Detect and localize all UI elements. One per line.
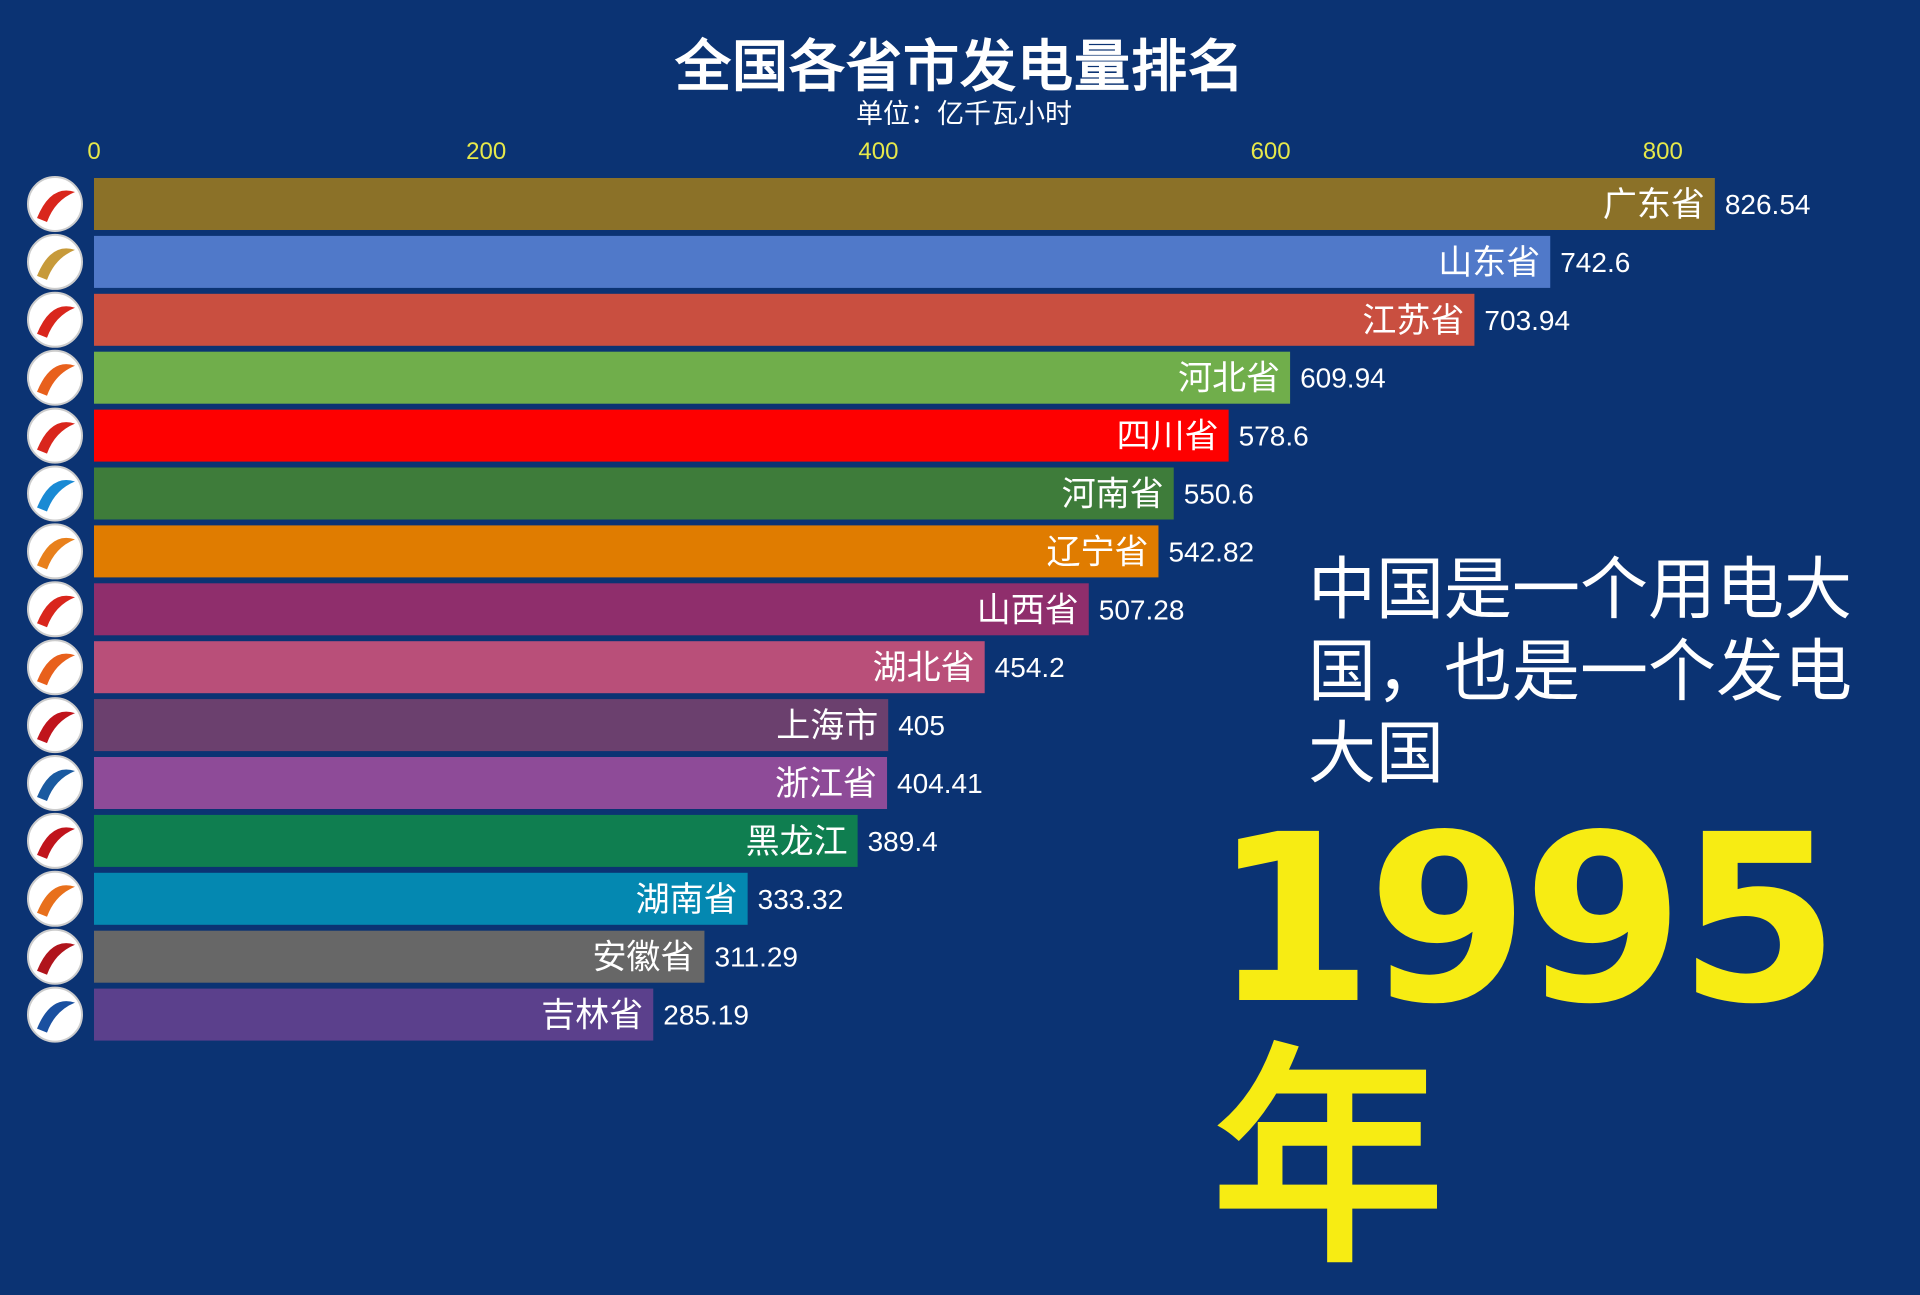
- bar-category-label: 安徽省: [592, 938, 694, 978]
- bar: [94, 641, 985, 694]
- bar-value-label: 550.6: [1184, 479, 1254, 510]
- province-logo-swoosh-icon: [37, 769, 75, 801]
- x-tick-label: 0: [87, 138, 100, 165]
- province-logo-swoosh-icon: [37, 827, 75, 859]
- year-label: 1995年: [1212, 785, 1840, 1295]
- x-tick-label: 400: [858, 138, 898, 165]
- province-logo-swoosh-icon: [37, 653, 75, 686]
- province-logo-swoosh-icon: [37, 885, 75, 917]
- bar: [94, 988, 654, 1041]
- bar-value-label: 405: [898, 710, 945, 741]
- bar: [94, 583, 1089, 636]
- bar-category-label: 广东省: [1603, 185, 1705, 225]
- bar-value-label: 454.2: [995, 652, 1065, 683]
- bar-chart: 0 200 400 600 800 广东省 826.54 山东省 742.6 江苏省 703.94 河…: [27, 138, 1811, 1043]
- province-logo-swoosh-icon: [37, 190, 75, 222]
- bar-value-label: 703.94: [1484, 305, 1570, 336]
- bar: [94, 178, 1715, 230]
- x-tick-label: 200: [466, 138, 506, 165]
- bar-category-label: 吉林省: [541, 996, 643, 1036]
- bar: [94, 814, 858, 867]
- bar: [94, 467, 1174, 520]
- annotation-text: 中国是一个用电大国，也是一个发电大国: [1308, 551, 1853, 794]
- bar-value-label: 542.82: [1168, 536, 1254, 567]
- chart-subtitle: 单位：亿千瓦小时: [856, 99, 1072, 130]
- bar: [94, 293, 1475, 346]
- bar-category-label: 江苏省: [1362, 301, 1464, 341]
- bar-value-label: 311.29: [714, 942, 798, 973]
- province-logo-swoosh-icon: [37, 943, 75, 975]
- bar-category-label: 浙江省: [775, 764, 877, 804]
- province-logo-swoosh-icon: [37, 479, 75, 512]
- province-logo-swoosh-icon: [37, 422, 75, 454]
- province-logo-swoosh-icon: [37, 1001, 75, 1033]
- bar-category-label: 上海市: [776, 706, 878, 746]
- bar-value-label: 404.41: [897, 768, 983, 799]
- bar-value-label: 826.54: [1725, 189, 1811, 220]
- bar: [94, 235, 1551, 288]
- bar: [94, 757, 888, 809]
- bar: [94, 351, 1291, 404]
- chart-title: 全国各省市发电量排名: [675, 35, 1245, 100]
- bar-value-label: 742.6: [1560, 247, 1630, 278]
- bar: [94, 699, 889, 752]
- province-logo-swoosh-icon: [37, 711, 75, 744]
- province-logo-swoosh-icon: [37, 595, 75, 628]
- bar-value-label: 507.28: [1099, 594, 1185, 625]
- bar-category-label: 山东省: [1438, 243, 1540, 283]
- bar: [94, 409, 1229, 462]
- bar: [94, 525, 1159, 578]
- bar-value-label: 333.32: [758, 884, 844, 915]
- province-logo-swoosh-icon: [37, 537, 75, 570]
- bar-category-label: 河北省: [1178, 359, 1280, 399]
- bar-value-label: 609.94: [1300, 363, 1386, 394]
- bar-category-label: 山西省: [977, 590, 1079, 630]
- province-logo-swoosh-icon: [37, 248, 75, 280]
- bar-value-label: 578.6: [1239, 421, 1309, 452]
- bar-category-label: 辽宁省: [1046, 532, 1148, 572]
- province-logo-swoosh-icon: [37, 306, 75, 338]
- bar: [94, 930, 705, 983]
- bar-category-label: 湖北省: [873, 648, 975, 688]
- bar-value-label: 285.19: [663, 1000, 749, 1031]
- bar-value-label: 389.4: [868, 826, 938, 857]
- province-logo-swoosh-icon: [37, 364, 75, 396]
- bar-category-label: 黑龙江: [746, 822, 848, 862]
- bar: [94, 872, 748, 925]
- x-tick-label: 800: [1643, 138, 1683, 165]
- bar-category-label: 河南省: [1062, 475, 1164, 515]
- bar-category-label: 四川省: [1117, 417, 1219, 457]
- bar-category-label: 湖南省: [636, 880, 738, 920]
- x-tick-label: 600: [1251, 138, 1291, 165]
